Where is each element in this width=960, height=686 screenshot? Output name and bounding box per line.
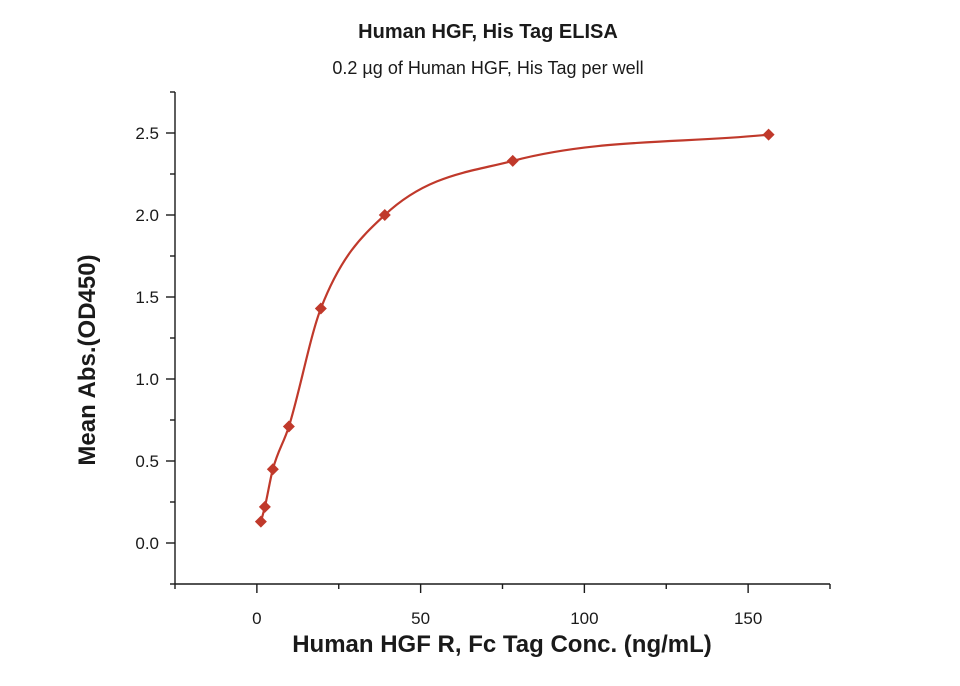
- y-tick-label: 2.0: [135, 206, 159, 225]
- y-tick-label: 0.5: [135, 452, 159, 471]
- chart-subtitle: 0.2 µg of Human HGF, His Tag per well: [332, 58, 643, 78]
- data-point: [266, 463, 279, 476]
- x-tick-label: 0: [252, 609, 261, 628]
- y-tick-label: 1.5: [135, 288, 159, 307]
- x-tick-label: 50: [411, 609, 430, 628]
- fit-curve: [259, 133, 769, 522]
- data-point: [314, 302, 327, 315]
- x-tick-label: 150: [734, 609, 762, 628]
- x-axis-label: Human HGF R, Fc Tag Conc. (ng/mL): [292, 631, 712, 658]
- y-tick-label: 0.0: [135, 534, 159, 553]
- data-point: [506, 154, 519, 167]
- x-axis-ticks: 0 50 100 150: [174, 584, 831, 628]
- y-tick-label: 1.0: [135, 370, 159, 389]
- axes: [174, 92, 830, 585]
- data-point: [258, 500, 271, 513]
- y-axis-ticks: 0.0 0.5 1.0 1.5 2.0 2.5: [135, 91, 175, 585]
- data-points: [254, 128, 775, 528]
- y-tick-label: 2.5: [135, 124, 159, 143]
- x-tick-label: 100: [570, 609, 598, 628]
- y-axis-label: Mean Abs.(OD450): [74, 254, 101, 465]
- data-point: [762, 128, 775, 141]
- data-point: [254, 515, 267, 528]
- data-point: [378, 209, 391, 221]
- chart-title: Human HGF, His Tag ELISA: [358, 21, 618, 43]
- data-point: [282, 420, 295, 433]
